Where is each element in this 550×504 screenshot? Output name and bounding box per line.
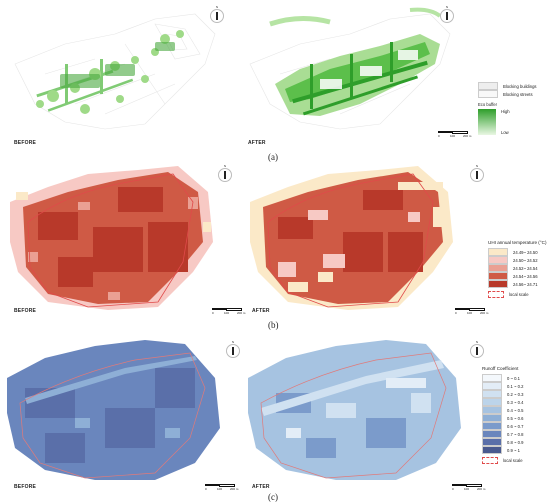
local-scale-swatch [482, 456, 498, 464]
scale-bar: 0 100 200 m [212, 308, 252, 318]
scale-bar: 0 100 200 m [455, 308, 495, 318]
panel-runoff: BEFORE N 0 100 200 m AFTER N 0 [0, 338, 550, 504]
north-arrow-icon: N [440, 5, 454, 27]
caption-b: (b) [268, 320, 279, 330]
caption-a: (a) [268, 152, 278, 162]
before-label: BEFORE [14, 484, 37, 490]
legend-swatch [478, 90, 498, 98]
before-label: BEFORE [14, 308, 37, 314]
legend-swatch [482, 406, 502, 414]
scale-bar: 0 100 200 m [438, 131, 478, 141]
legend-swatch [488, 272, 508, 280]
legend-swatch [488, 256, 508, 264]
legend-swatch [482, 398, 502, 406]
legend-swatch [482, 390, 502, 398]
scale-bar: 0 100 200 m [452, 484, 492, 494]
legend-swatch [488, 264, 508, 272]
after-label: AFTER [248, 140, 266, 146]
map-uhi-after [248, 162, 466, 312]
legend-swatch [482, 382, 502, 390]
panel-uhi-temperature: BEFORE N 0 100 200 m AFTER [0, 162, 550, 334]
north-arrow-icon: N [470, 164, 484, 186]
local-scale-swatch [488, 290, 504, 298]
legend-swatch [488, 248, 508, 256]
scale-bar: 0 100 200 m [205, 484, 245, 494]
legend-swatch [488, 280, 508, 288]
map-runoff-after [246, 338, 468, 483]
panel-eco-buffer: BEFORE N [0, 0, 550, 162]
legend-eco-buffer: Blocking buildings Blocking streets Eco … [478, 82, 537, 135]
legend-uhi: UHI annual temperature (°C) 24.49~ 24.50… [488, 240, 547, 298]
before-label: BEFORE [14, 140, 37, 146]
eco-gradient-swatch [478, 109, 496, 135]
legend-swatch [482, 438, 502, 446]
legend-swatch [478, 82, 498, 90]
caption-c: (c) [268, 492, 278, 502]
legend-swatch [482, 446, 502, 454]
legend-swatch [482, 374, 502, 382]
after-label: AFTER [252, 308, 270, 314]
north-arrow-icon: N [218, 164, 232, 186]
map-runoff-before [5, 338, 227, 483]
legend-swatch [482, 422, 502, 430]
map-eco-buffer-after [240, 4, 465, 139]
legend-swatch [482, 430, 502, 438]
north-arrow-icon: N [226, 340, 240, 362]
legend-runoff: Runoff Coefficient 0 ~ 0.1 0.1 ~ 0.2 0.2… [482, 366, 524, 464]
legend-swatch [482, 414, 502, 422]
after-label: AFTER [252, 484, 270, 490]
north-arrow-icon: N [470, 340, 484, 362]
map-eco-buffer-before [5, 4, 230, 139]
map-uhi-before [8, 162, 226, 312]
north-arrow-icon: N [210, 5, 224, 27]
